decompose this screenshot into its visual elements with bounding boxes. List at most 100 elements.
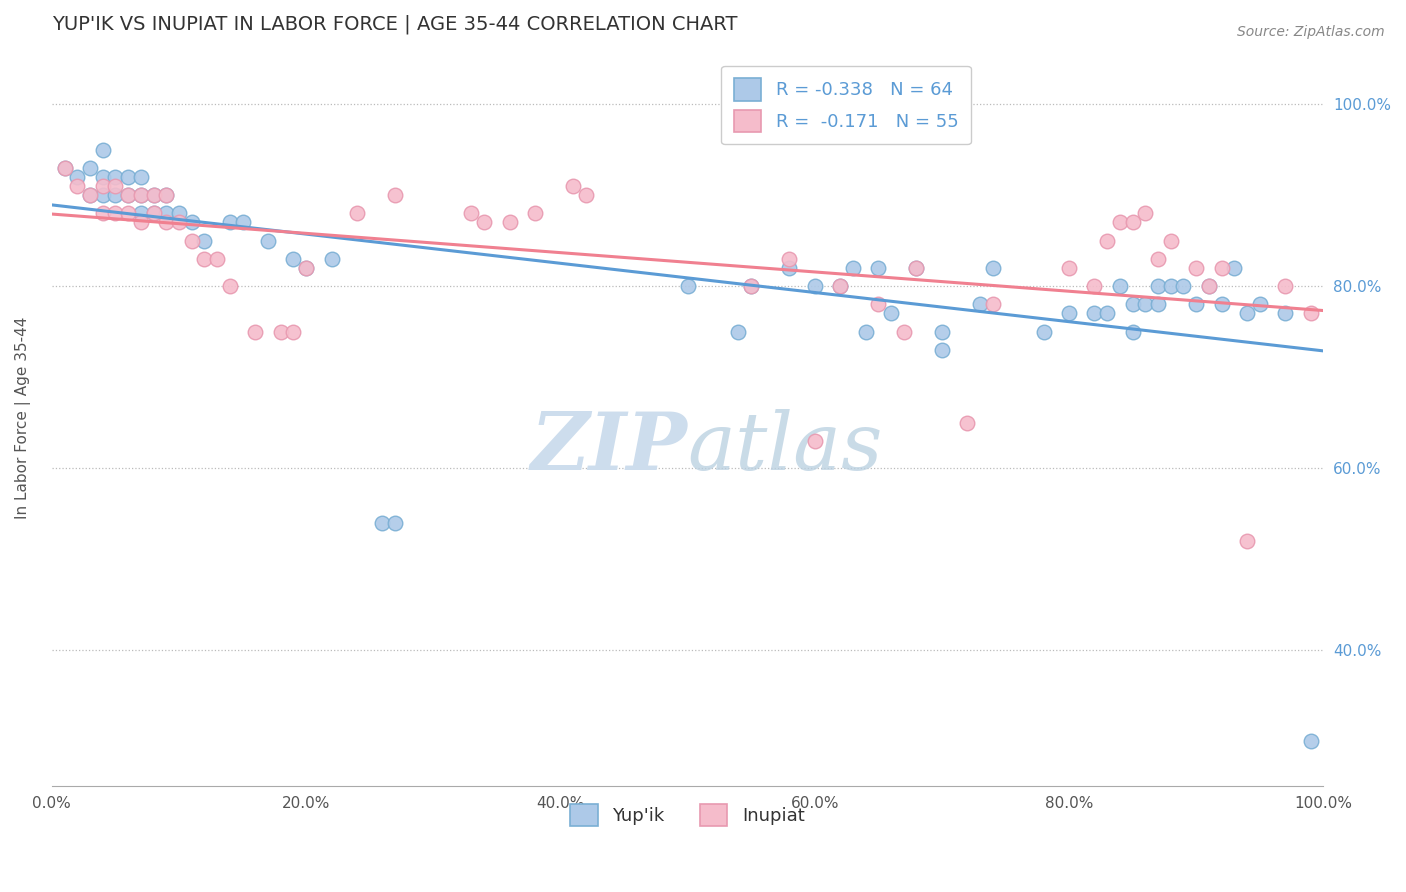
Point — [283, 325, 305, 339]
Point — [931, 325, 953, 339]
Point — [855, 325, 877, 339]
Point — [295, 260, 318, 275]
Point — [1122, 297, 1144, 311]
Point — [1160, 234, 1182, 248]
Text: atlas: atlas — [688, 409, 883, 486]
Point — [1122, 325, 1144, 339]
Point — [270, 325, 292, 339]
Point — [1135, 206, 1157, 220]
Point — [91, 206, 114, 220]
Point — [371, 516, 394, 530]
Point — [1108, 279, 1130, 293]
Point — [193, 234, 215, 248]
Point — [575, 188, 598, 202]
Point — [1057, 260, 1080, 275]
Point — [193, 252, 215, 266]
Point — [981, 297, 1004, 311]
Text: YUP'IK VS INUPIAT IN LABOR FORCE | AGE 35-44 CORRELATION CHART: YUP'IK VS INUPIAT IN LABOR FORCE | AGE 3… — [52, 15, 737, 35]
Point — [460, 206, 482, 220]
Point — [1032, 325, 1054, 339]
Point — [905, 260, 928, 275]
Point — [104, 178, 127, 193]
Point — [155, 215, 177, 229]
Point — [472, 215, 495, 229]
Point — [1122, 215, 1144, 229]
Point — [66, 169, 89, 184]
Point — [295, 260, 318, 275]
Point — [180, 234, 202, 248]
Point — [232, 215, 254, 229]
Point — [53, 161, 76, 175]
Point — [91, 188, 114, 202]
Point — [91, 178, 114, 193]
Point — [931, 343, 953, 357]
Point — [1160, 279, 1182, 293]
Point — [1236, 306, 1258, 320]
Text: Source: ZipAtlas.com: Source: ZipAtlas.com — [1237, 25, 1385, 39]
Point — [283, 252, 305, 266]
Point — [205, 252, 228, 266]
Point — [740, 279, 762, 293]
Point — [129, 188, 152, 202]
Text: ZIP: ZIP — [530, 409, 688, 486]
Point — [1299, 734, 1322, 748]
Point — [868, 297, 890, 311]
Point — [1185, 260, 1208, 275]
Point — [346, 206, 368, 220]
Point — [880, 306, 903, 320]
Point — [905, 260, 928, 275]
Point — [66, 178, 89, 193]
Point — [981, 260, 1004, 275]
Point — [562, 178, 585, 193]
Point — [91, 143, 114, 157]
Point — [893, 325, 915, 339]
Point — [1211, 297, 1233, 311]
Point — [180, 215, 202, 229]
Point — [129, 215, 152, 229]
Point — [969, 297, 991, 311]
Point — [1083, 306, 1105, 320]
Point — [142, 188, 165, 202]
Point — [803, 434, 825, 448]
Point — [740, 279, 762, 293]
Point — [117, 188, 139, 202]
Point — [727, 325, 749, 339]
Point — [1147, 279, 1170, 293]
Point — [142, 206, 165, 220]
Point — [498, 215, 520, 229]
Point — [1198, 279, 1220, 293]
Point — [1274, 306, 1296, 320]
Point — [257, 234, 280, 248]
Point — [1236, 533, 1258, 548]
Point — [117, 188, 139, 202]
Point — [778, 252, 800, 266]
Point — [53, 161, 76, 175]
Point — [830, 279, 852, 293]
Point — [129, 188, 152, 202]
Point — [523, 206, 546, 220]
Point — [245, 325, 267, 339]
Point — [129, 206, 152, 220]
Point — [1135, 297, 1157, 311]
Point — [1173, 279, 1195, 293]
Point — [321, 252, 343, 266]
Point — [104, 169, 127, 184]
Point — [1083, 279, 1105, 293]
Point — [676, 279, 699, 293]
Point — [1108, 215, 1130, 229]
Point — [79, 188, 101, 202]
Point — [79, 188, 101, 202]
Point — [117, 206, 139, 220]
Y-axis label: In Labor Force | Age 35-44: In Labor Force | Age 35-44 — [15, 317, 31, 519]
Point — [1274, 279, 1296, 293]
Point — [1223, 260, 1246, 275]
Point — [167, 206, 190, 220]
Point — [384, 516, 406, 530]
Point — [868, 260, 890, 275]
Point — [142, 188, 165, 202]
Point — [142, 206, 165, 220]
Point — [91, 169, 114, 184]
Point — [129, 169, 152, 184]
Point — [1147, 297, 1170, 311]
Point — [1057, 306, 1080, 320]
